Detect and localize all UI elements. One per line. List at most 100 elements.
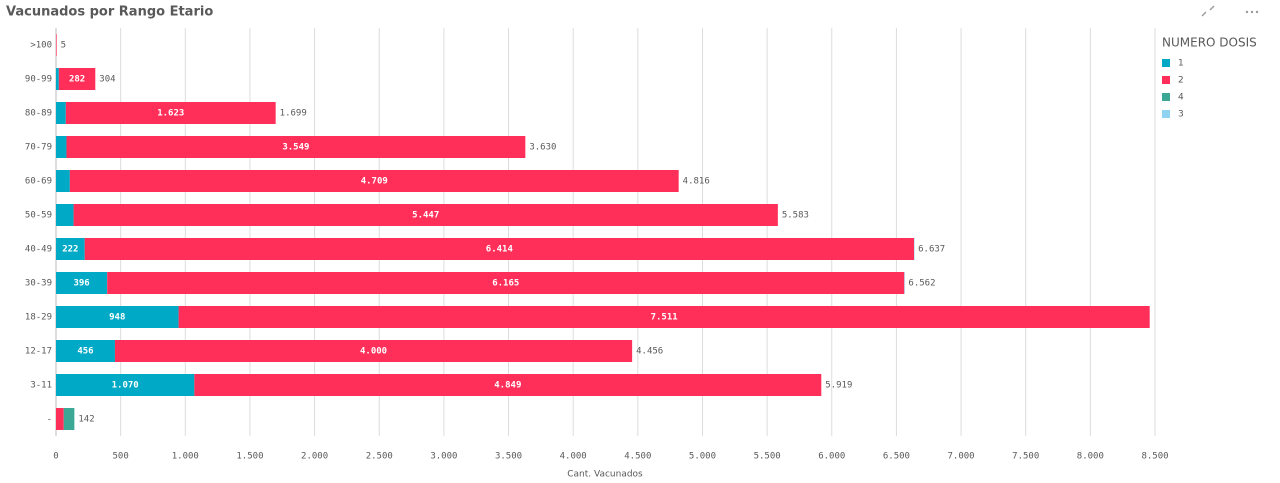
x-tick-label: 7.000 <box>948 452 975 462</box>
dot <box>1255 10 1259 14</box>
x-tick-label: 3.000 <box>430 452 457 462</box>
minimize-icon[interactable] <box>1201 5 1215 17</box>
bar-segment <box>65 102 276 124</box>
x-tick-label: 0 <box>53 452 58 462</box>
bar-segment <box>56 272 108 294</box>
icon-stroke <box>1201 11 1207 17</box>
bar-segment <box>56 34 57 56</box>
y-tick-label: 30-39 <box>25 279 52 289</box>
y-tick-label: 50-59 <box>25 211 52 221</box>
bar-segment <box>58 68 96 90</box>
value-label: 6.414 <box>486 245 514 255</box>
value-label: 396 <box>73 279 89 289</box>
x-tick-label: 2.500 <box>366 452 393 462</box>
total-label: 1.699 <box>280 109 307 119</box>
x-tick-label: 1.500 <box>236 452 263 462</box>
bar-segment <box>66 136 526 158</box>
bar-segment <box>56 238 85 260</box>
y-tick-label: 18-29 <box>25 313 52 323</box>
total-label: 4.456 <box>636 347 663 357</box>
bar-segment <box>904 272 905 294</box>
y-tick-label: 12-17 <box>25 347 52 357</box>
bar-segment <box>194 374 822 396</box>
y-tick-label: 40-49 <box>25 245 52 255</box>
legend-swatch <box>1162 76 1170 84</box>
x-tick-label: 1.000 <box>172 452 199 462</box>
value-label: 456 <box>77 347 93 357</box>
bar-segment <box>107 272 905 294</box>
x-tick-label: 3.500 <box>495 452 522 462</box>
total-label: 142 <box>78 415 94 425</box>
total-label: 5.919 <box>825 381 852 391</box>
value-label: 3.549 <box>282 143 309 153</box>
bar-segment <box>56 408 64 430</box>
total-label: 5 <box>61 41 66 51</box>
bar-segment <box>56 170 70 192</box>
legend-swatch <box>1162 59 1170 67</box>
bar-segment <box>114 340 633 362</box>
value-label: 4.709 <box>361 177 388 187</box>
legend-label: 2 <box>1178 76 1184 86</box>
bar-segment <box>56 136 67 158</box>
y-tick-label: - <box>47 415 52 425</box>
x-tick-label: 6.000 <box>818 452 845 462</box>
value-label: 282 <box>69 75 85 85</box>
y-tick-label: 90-99 <box>25 75 52 85</box>
bar-segment <box>178 306 1150 328</box>
total-label: 6.637 <box>918 245 945 255</box>
icon-stroke <box>1209 5 1215 11</box>
legend-swatch <box>1162 93 1170 101</box>
legend-label: 1 <box>1178 59 1184 69</box>
y-tick-label: 3-11 <box>30 381 52 391</box>
bar-segment <box>73 204 778 226</box>
legend-label: 4 <box>1178 93 1184 103</box>
value-label: 5.447 <box>412 211 439 221</box>
total-label: 4.816 <box>683 177 710 187</box>
bar-segment <box>56 340 115 362</box>
total-label: 304 <box>99 75 115 85</box>
x-tick-label: 5.500 <box>754 452 781 462</box>
menu-icon[interactable] <box>1245 10 1259 14</box>
bar-segment <box>56 306 179 328</box>
legend-title: NUMERO DOSIS <box>1162 36 1257 50</box>
x-tick-label: 4.500 <box>624 452 651 462</box>
value-label: 4.000 <box>360 347 387 357</box>
y-tick-label: >100 <box>30 41 52 51</box>
x-tick-label: 6.500 <box>883 452 910 462</box>
x-axis-label: Cant. Vacunados <box>567 470 643 480</box>
x-tick-label: 7.500 <box>1012 452 1039 462</box>
x-tick-label: 5.000 <box>689 452 716 462</box>
y-tick-label: 60-69 <box>25 177 52 187</box>
value-label: 6.165 <box>492 279 519 289</box>
value-label: 222 <box>62 245 78 255</box>
value-label: 948 <box>109 313 125 323</box>
x-tick-label: 4.000 <box>560 452 587 462</box>
bar-segment <box>63 408 75 430</box>
x-tick-label: 500 <box>113 452 129 462</box>
value-label: 1.070 <box>112 381 139 391</box>
dot <box>1250 10 1254 14</box>
total-label: 5.583 <box>782 211 809 221</box>
bar-segment <box>56 102 66 124</box>
bar-segment <box>913 238 915 260</box>
x-tick-label: 8.000 <box>1077 452 1104 462</box>
value-label: 1.623 <box>157 109 184 119</box>
x-tick-label: 2.000 <box>301 452 328 462</box>
value-label: 4.849 <box>494 381 521 391</box>
bar-segment <box>69 170 679 192</box>
y-tick-label: 80-89 <box>25 109 52 119</box>
total-label: 3.630 <box>529 143 556 153</box>
legend-label: 3 <box>1178 110 1184 120</box>
y-tick-label: 70-79 <box>25 143 52 153</box>
bar-segment <box>56 68 59 90</box>
chart-title: Vacunados por Rango Etario <box>6 5 213 20</box>
bar-segment <box>56 374 195 396</box>
value-label: 7.511 <box>651 313 678 323</box>
x-tick-label: 8.500 <box>1141 452 1168 462</box>
total-label: 6.562 <box>908 279 935 289</box>
bar-segment <box>56 204 74 226</box>
dot <box>1245 10 1249 14</box>
legend-swatch <box>1162 110 1170 118</box>
